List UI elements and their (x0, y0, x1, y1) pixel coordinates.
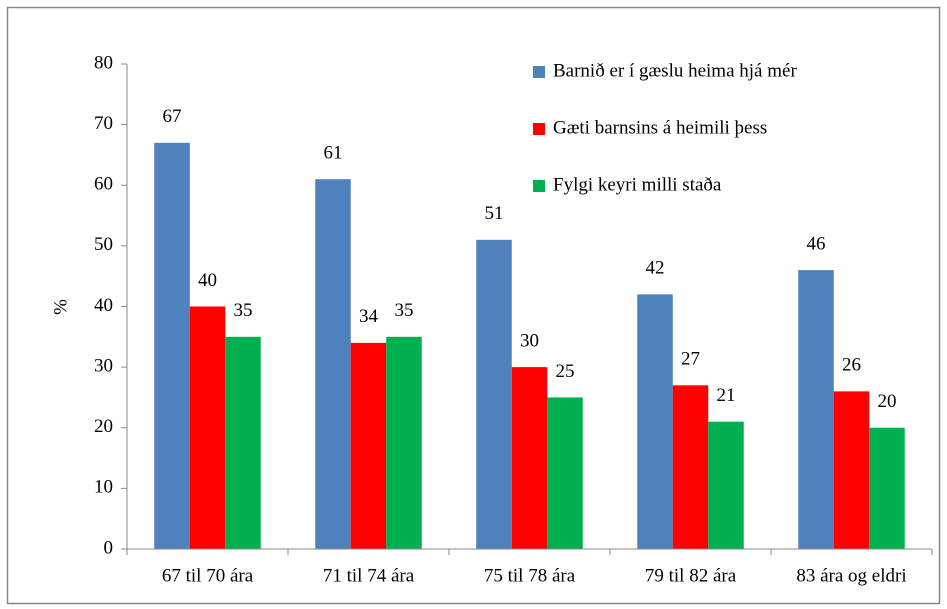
bar (798, 270, 834, 549)
data-label: 20 (878, 391, 897, 412)
bar (547, 397, 583, 549)
y-tick-label: 30 (94, 355, 113, 376)
data-label: 34 (359, 306, 379, 327)
y-tick-label: 10 (94, 477, 113, 498)
data-label: 26 (842, 355, 861, 376)
bar (869, 427, 905, 549)
legend-swatch (533, 180, 545, 192)
data-label: 35 (234, 300, 253, 321)
bar (637, 294, 673, 549)
data-label: 30 (520, 330, 539, 351)
y-tick-label: 40 (94, 295, 113, 316)
bar (350, 342, 387, 549)
data-label: 61 (324, 143, 343, 164)
bar (225, 336, 261, 549)
data-label: 27 (681, 349, 700, 370)
x-tick-label: 75 til 78 ára (484, 565, 576, 586)
data-label: 46 (807, 233, 826, 254)
bar (315, 179, 351, 549)
x-tick-label: 83 ára og eldri (796, 565, 906, 586)
legend-label: Fylgi keyri milli staða (553, 174, 722, 195)
y-tick-label: 80 (94, 52, 113, 73)
bar (708, 421, 744, 549)
bar (672, 385, 709, 549)
y-tick-label: 20 (94, 416, 113, 437)
data-label: 21 (717, 385, 736, 406)
bar (189, 306, 226, 549)
x-tick-label: 71 til 74 ára (323, 565, 415, 586)
y-tick-label: 0 (104, 537, 114, 558)
bar (154, 142, 190, 549)
y-tick-label: 70 (94, 113, 113, 134)
data-label: 42 (646, 258, 665, 279)
x-tick-label: 79 til 82 ára (645, 565, 737, 586)
data-label: 25 (556, 361, 575, 382)
y-tick-label: 60 (94, 174, 113, 195)
bar (833, 391, 870, 549)
data-label: 51 (485, 203, 504, 224)
data-label: 67 (163, 106, 182, 127)
bar (476, 239, 512, 549)
bar (511, 367, 548, 549)
legend-swatch (533, 66, 545, 78)
y-axis-label: % (50, 299, 71, 315)
data-label: 35 (395, 300, 414, 321)
x-tick-label: 67 til 70 ára (162, 565, 254, 586)
legend-label: Gæti barnsins á heimili þess (553, 117, 767, 138)
legend-swatch (533, 123, 545, 135)
bar (386, 336, 422, 549)
legend-label: Barnið er í gæslu heima hjá mér (553, 60, 797, 81)
y-tick-label: 50 (94, 234, 113, 255)
data-label: 40 (198, 270, 217, 291)
